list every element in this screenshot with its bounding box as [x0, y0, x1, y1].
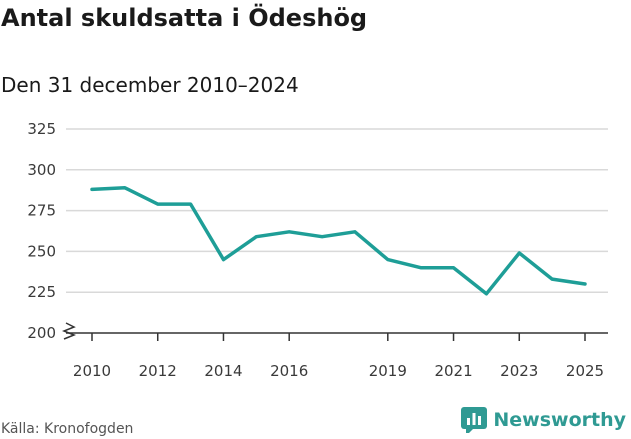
y-tick-label: 250 [27, 242, 56, 260]
x-axis-ticks: 2010 2012 2014 2016 2019 2021 2023 2025 [73, 333, 604, 380]
x-tick-label: 2025 [566, 362, 604, 380]
chart-title: Antal skuldsatta i Ödeshög [1, 4, 368, 32]
series-line [90, 186, 587, 296]
gridlines [66, 128, 608, 293]
y-tick-label: 225 [27, 283, 56, 301]
y-tick-label: 275 [27, 202, 56, 220]
source-note: Källa: Kronofogden [1, 421, 134, 437]
x-tick-label: 2012 [139, 362, 177, 380]
newsworthy-logo-icon [461, 407, 488, 433]
axis-break-icon [61, 322, 77, 340]
y-tick-label: 200 [27, 324, 56, 342]
y-tick-label: 300 [27, 161, 56, 179]
x-tick-label: 2023 [500, 362, 538, 380]
y-axis-ticks: 200 225 250 275 300 325 [27, 120, 56, 342]
x-tick-label: 2016 [270, 362, 308, 380]
y-tick-label: 325 [27, 120, 56, 138]
x-tick-label: 2010 [73, 362, 111, 380]
brand-logo[interactable]: Newsworthy [461, 407, 626, 433]
chart-subtitle: Den 31 december 2010–2024 [1, 73, 299, 97]
x-tick-label: 2019 [369, 362, 407, 380]
brand-name: Newsworthy [493, 409, 626, 431]
x-tick-label: 2021 [434, 362, 472, 380]
x-tick-label: 2014 [204, 362, 242, 380]
